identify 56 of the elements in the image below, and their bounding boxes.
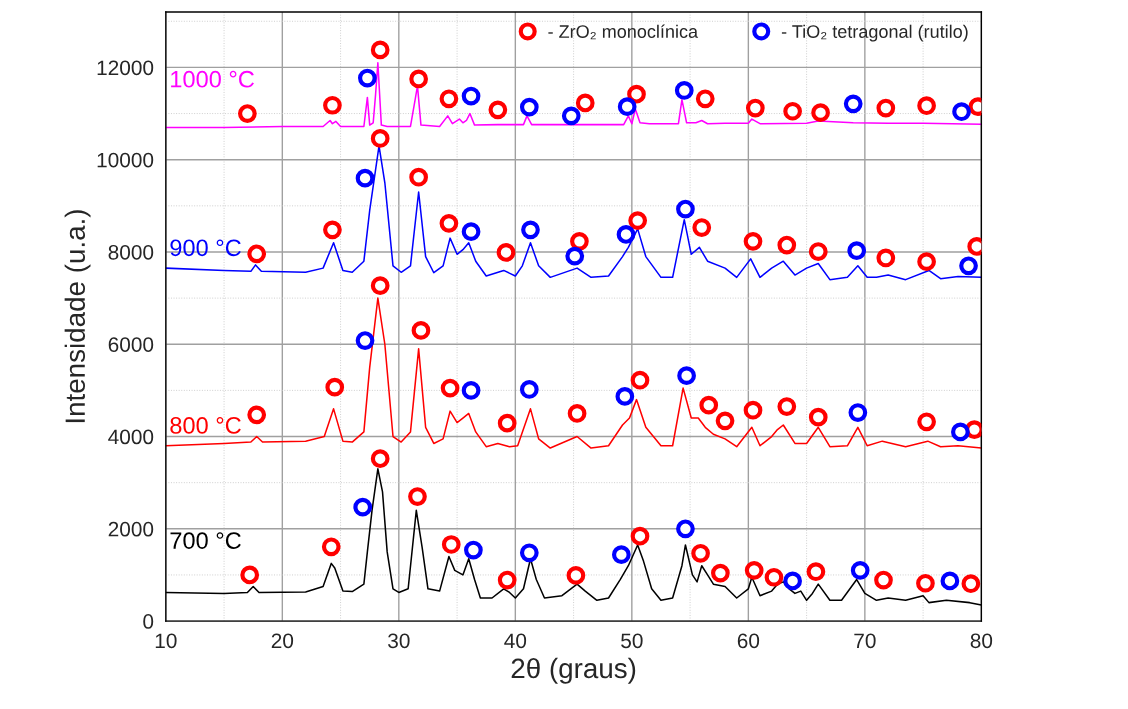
- point: [951, 422, 970, 442]
- legend-label: - ZrO₂ monoclínica: [548, 24, 699, 40]
- point: [847, 241, 867, 260]
- series-label: 800 °C: [170, 417, 241, 434]
- series-label: 900 °C: [170, 239, 241, 257]
- y-tick-label: 4000: [108, 429, 154, 445]
- series-label: 1000 °C: [171, 70, 254, 88]
- point: [565, 246, 585, 266]
- y-tick-label: 8000: [108, 244, 154, 260]
- point: [616, 225, 636, 244]
- point: [959, 256, 978, 276]
- point: [358, 68, 377, 88]
- x-tick-label: 60: [737, 633, 760, 649]
- y-axis-title: Intensidade (u.a.): [64, 210, 91, 423]
- point: [461, 222, 481, 242]
- point: [519, 543, 539, 563]
- y-tick-label: 12000: [97, 60, 154, 76]
- point: [676, 519, 695, 539]
- y-tick-label: 10000: [97, 152, 154, 168]
- point: [674, 81, 694, 100]
- series-label: 700 °C: [170, 532, 241, 549]
- line-series: [165, 62, 982, 129]
- x-tick-label: 50: [621, 633, 643, 649]
- x-tick-label: 70: [854, 633, 876, 649]
- line-series: [165, 297, 982, 449]
- point: [843, 94, 863, 114]
- point: [353, 497, 373, 517]
- point: [676, 199, 695, 219]
- point: [355, 331, 375, 350]
- x-axis-title: 2θ (graus): [511, 657, 636, 684]
- x-tick-label: 40: [504, 633, 527, 649]
- legend-label: - TiO₂ tetragonal (rutilo): [781, 24, 968, 42]
- point: [355, 168, 375, 188]
- point: [940, 571, 960, 591]
- point: [461, 381, 481, 400]
- x-tick-label: 20: [271, 633, 294, 649]
- point: [850, 560, 870, 580]
- point: [561, 106, 581, 126]
- point: [464, 540, 483, 560]
- point: [519, 97, 539, 117]
- point: [519, 380, 539, 399]
- point: [677, 366, 696, 385]
- point: [611, 545, 631, 565]
- point: [521, 220, 540, 240]
- y-tick-label: 0: [143, 614, 154, 629]
- y-tick-label: 2000: [108, 521, 154, 537]
- y-tick-label: 6000: [108, 337, 154, 353]
- point: [617, 97, 637, 117]
- x-tick-label: 10: [155, 633, 177, 649]
- point: [461, 86, 481, 106]
- point: [952, 102, 971, 122]
- x-tick-label: 30: [388, 633, 410, 649]
- point: [783, 571, 802, 591]
- point: [615, 387, 635, 406]
- point: [848, 403, 868, 422]
- x-tick-label: 80: [970, 633, 993, 649]
